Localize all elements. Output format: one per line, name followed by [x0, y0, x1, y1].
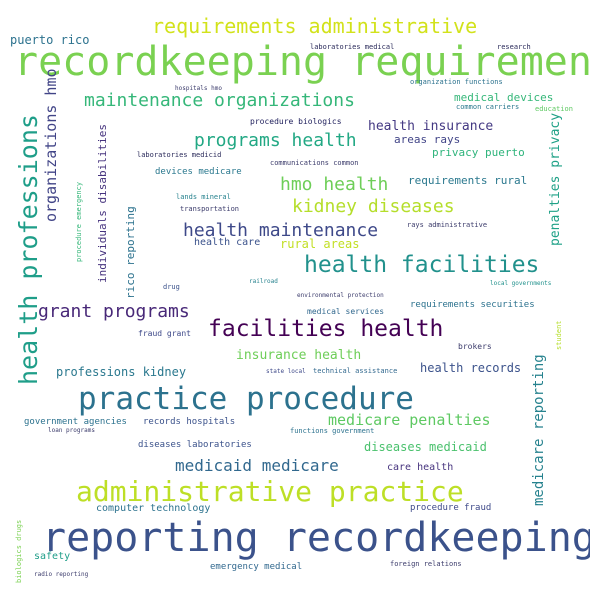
cloud-word: biologics drugs [15, 519, 23, 583]
cloud-word: medicaid medicare [175, 456, 339, 475]
cloud-word: records hospitals [143, 417, 236, 427]
cloud-word: penalties privacy [548, 112, 563, 246]
cloud-word: drug [163, 283, 180, 291]
cloud-word: procedure biologics [250, 117, 342, 126]
cloud-word: health facilities [304, 252, 540, 278]
cloud-word: state local [266, 368, 306, 375]
cloud-word: requirements securities [410, 300, 535, 310]
cloud-word: areas rays [394, 133, 461, 146]
cloud-word: medical devices [454, 91, 554, 104]
cloud-word: railroad [249, 278, 278, 285]
cloud-word: fraud grant [138, 329, 191, 338]
cloud-word: safety [34, 551, 71, 562]
cloud-word: requirements rural [408, 174, 528, 187]
cloud-word: diseases medicaid [364, 440, 487, 454]
cloud-word: rays administrative [407, 221, 488, 229]
cloud-word: rico reporting [124, 206, 137, 299]
cloud-word: health insurance [368, 119, 494, 134]
cloud-word: individuals disabilities [96, 124, 109, 283]
cloud-word: medicare penalties [328, 411, 491, 429]
cloud-word: puerto rico [10, 33, 90, 47]
cloud-word: local governments [490, 280, 552, 287]
cloud-word: grant programs [38, 301, 190, 322]
cloud-word: health care [194, 237, 261, 248]
cloud-word: recordkeeping requirements [14, 39, 590, 85]
cloud-word: programs health [194, 130, 357, 151]
cloud-word: hmo health [280, 174, 389, 195]
cloud-word: loan programs [48, 427, 95, 434]
cloud-word: technical assistance [313, 367, 398, 375]
cloud-word: privacy puerto [432, 146, 525, 159]
cloud-word: hospitals hmo [175, 85, 222, 92]
cloud-word: radio reporting [34, 571, 89, 578]
cloud-word: diseases laboratories [138, 440, 252, 450]
cloud-word: reporting recordkeeping [42, 515, 590, 561]
cloud-word: requirements administrative [152, 14, 478, 38]
cloud-word: professions kidney [56, 365, 187, 379]
cloud-word: health records [420, 361, 522, 375]
cloud-word: devices medicare [155, 167, 242, 177]
cloud-word: student [555, 320, 563, 350]
cloud-word: medicare reporting [531, 354, 547, 506]
cloud-word: rural areas [280, 237, 360, 251]
cloud-word: education [535, 105, 573, 113]
cloud-word: lands mineral [176, 193, 231, 201]
cloud-word: laboratories medical [310, 43, 395, 51]
cloud-word: practice procedure [78, 381, 414, 417]
cloud-word: insurance health [236, 348, 362, 363]
cloud-word: brokers [458, 342, 492, 351]
cloud-word: emergency medical [210, 562, 303, 572]
cloud-word: administrative practice [76, 475, 464, 508]
cloud-word: common carriers [456, 103, 520, 111]
cloud-word: maintenance organizations [84, 90, 355, 111]
cloud-word: kidney diseases [292, 196, 455, 217]
cloud-word: functions government [290, 427, 375, 435]
cloud-word: laboratories medicid [137, 151, 222, 159]
cloud-word: health professions [14, 114, 43, 385]
cloud-word: procedure fraud [410, 503, 492, 513]
cloud-word: research [497, 43, 531, 51]
cloud-word: organization functions [410, 78, 503, 86]
cloud-word: procedure emergency [75, 181, 83, 262]
cloud-word: medical services [307, 307, 385, 316]
cloud-word: facilities health [208, 316, 444, 342]
cloud-word: transportation [180, 205, 240, 213]
cloud-word: care health [387, 462, 454, 473]
cloud-word: computer technology [96, 503, 211, 514]
cloud-word: environmental protection [297, 292, 384, 299]
cloud-word: organizations hmo [42, 68, 60, 222]
cloud-word: health maintenance [183, 220, 379, 241]
cloud-word: communications common [270, 159, 359, 167]
cloud-word: government agencies [24, 417, 127, 427]
cloud-word: foreign relations [390, 560, 462, 568]
